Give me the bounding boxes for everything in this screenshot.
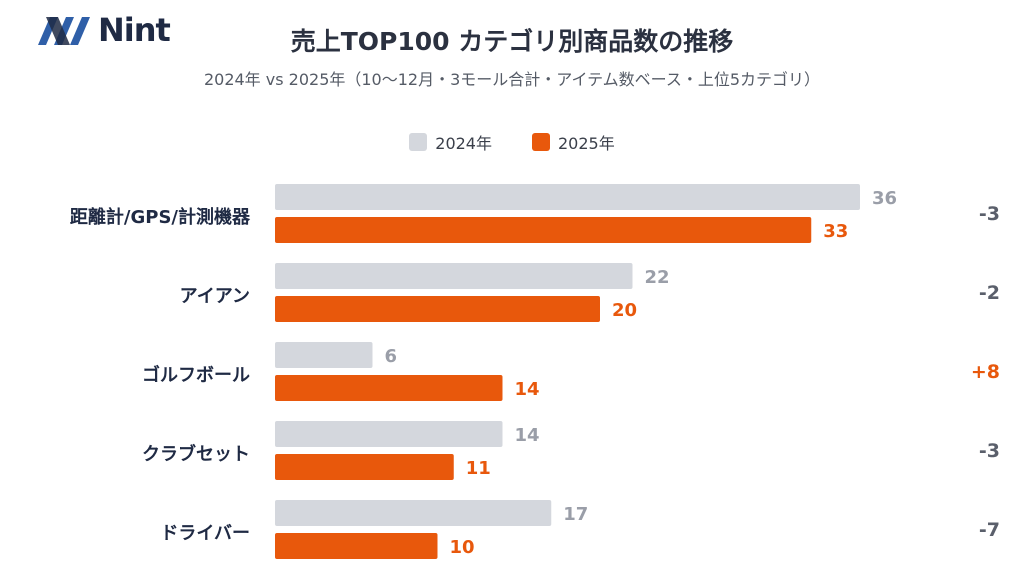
bar-2025 <box>275 454 454 480</box>
category-label: ゴルフボール <box>142 364 250 386</box>
difference-label: -3 <box>979 440 1000 462</box>
category-label: アイアン <box>180 286 250 307</box>
nint-logo-icon <box>38 17 90 45</box>
legend-label-2024: 2024年 <box>435 134 492 153</box>
chart-title: 売上TOP100 カテゴリ別商品数の推移 <box>290 27 734 56</box>
chart-legend: 2024年 2025年 <box>0 130 1024 154</box>
bar-2024 <box>275 500 552 526</box>
brand-name: Nint <box>98 11 171 49</box>
chart-subtitle: 2024年 vs 2025年（10〜12月・3モール合計・アイテム数ベース・上位… <box>203 70 821 89</box>
difference-label: -7 <box>979 519 1000 541</box>
value-label-2024: 14 <box>515 425 540 446</box>
bar-2024 <box>275 342 373 368</box>
difference-label: -2 <box>979 282 1000 304</box>
legend-swatch-2024 <box>409 133 428 151</box>
bar-2025 <box>275 375 503 401</box>
difference-label: -3 <box>979 203 1000 225</box>
difference-label: +8 <box>971 361 1000 383</box>
value-label-2025: 10 <box>450 537 475 558</box>
value-label-2024: 36 <box>872 188 897 209</box>
category-label: クラブセット <box>142 443 250 465</box>
value-label-2024: 17 <box>563 504 588 525</box>
bar-2024 <box>275 263 633 289</box>
category-label: 距離計/GPS/計測機器 <box>70 206 251 228</box>
bar-2025 <box>275 217 812 243</box>
category-label: ドライバー <box>160 523 250 544</box>
legend-item-2025: 2025年 <box>532 130 615 154</box>
legend-item-2024: 2024年 <box>409 130 492 154</box>
bar-2024 <box>275 421 503 447</box>
legend-label-2025: 2025年 <box>558 134 615 153</box>
bar-2025 <box>275 533 438 559</box>
bar-2024 <box>275 184 860 210</box>
value-label-2025: 20 <box>612 300 637 321</box>
legend-swatch-2025 <box>532 133 550 151</box>
value-label-2025: 14 <box>515 379 540 400</box>
value-label-2025: 11 <box>466 458 491 479</box>
value-label-2024: 22 <box>645 267 670 288</box>
value-label-2025: 33 <box>823 221 848 242</box>
value-label-2024: 6 <box>385 346 398 367</box>
bar-2025 <box>275 296 600 322</box>
brand-logo: Nint <box>36 11 171 49</box>
